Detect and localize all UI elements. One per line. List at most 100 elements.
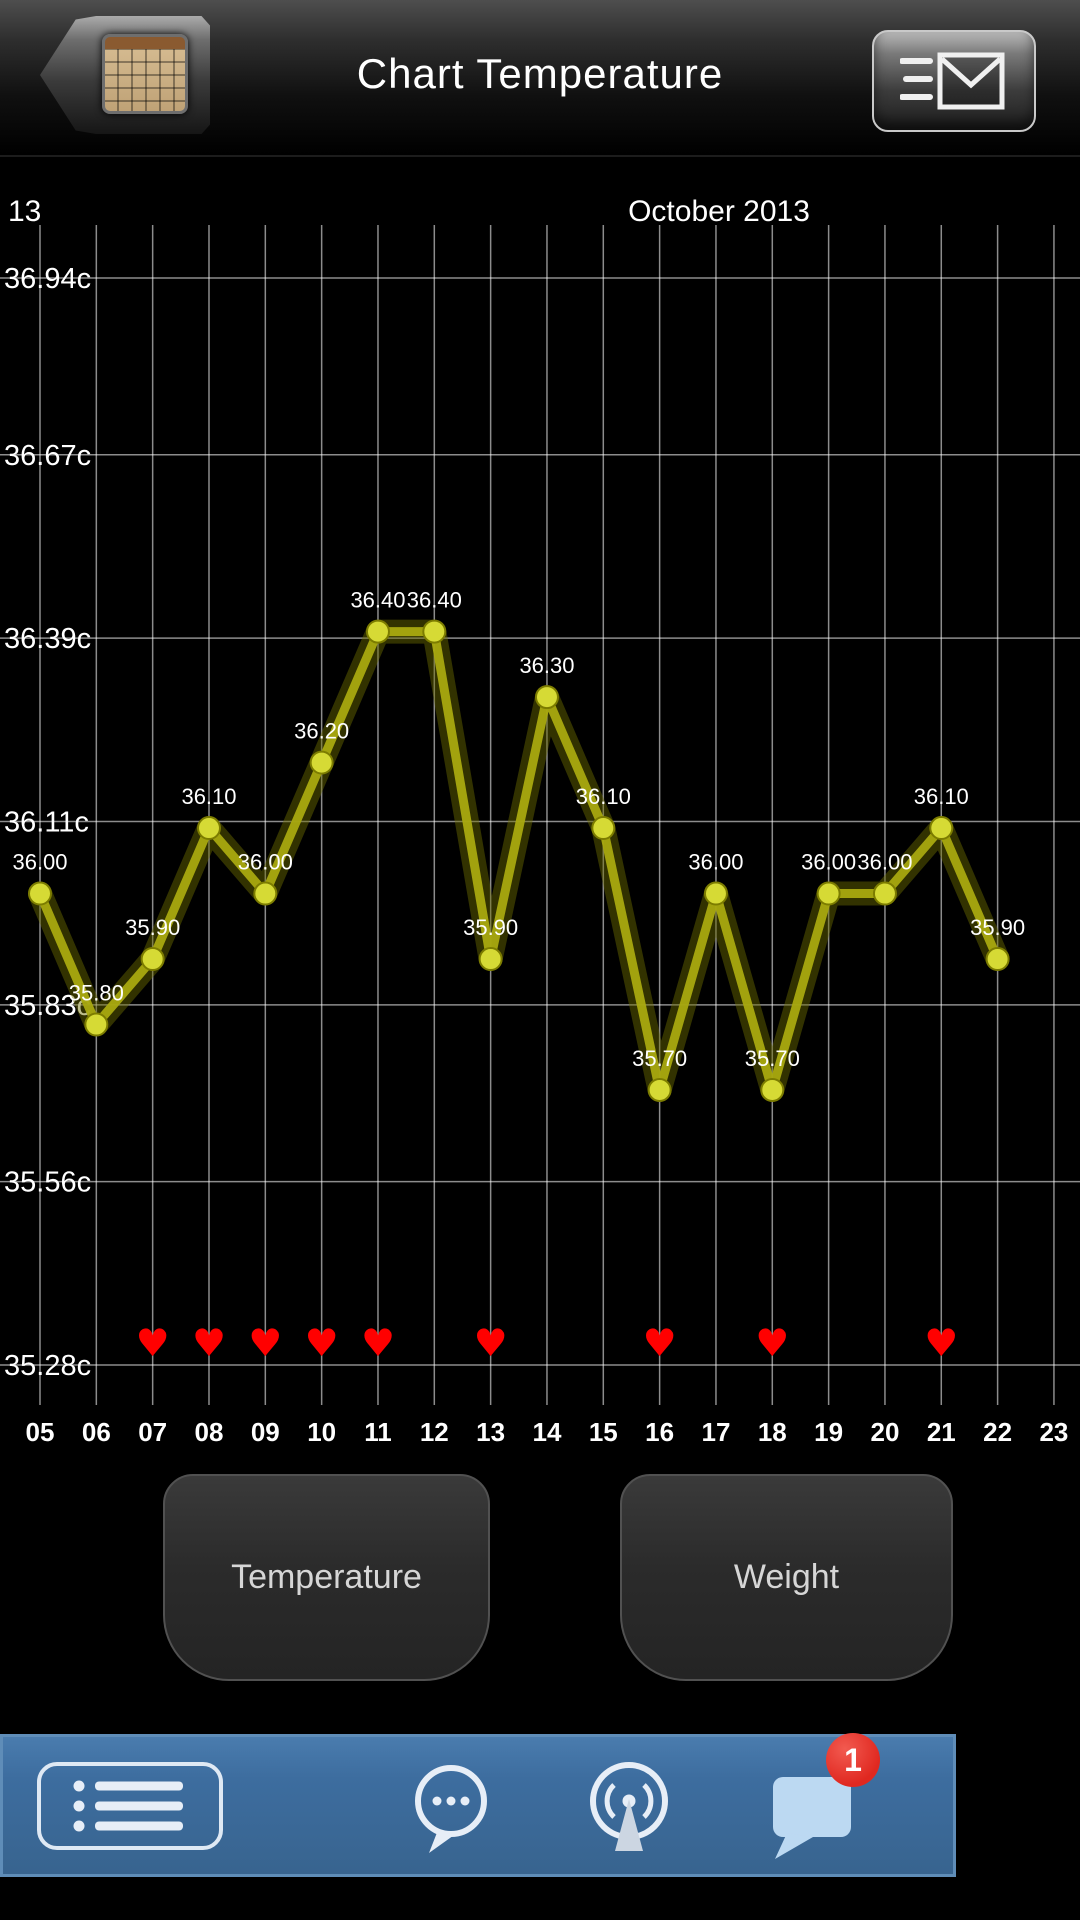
messages-button[interactable]: 1	[745, 1733, 880, 1873]
svg-text:♥: ♥	[136, 1321, 170, 1365]
chart-point	[816, 881, 841, 906]
chart-heart-markers: ♥ ♥ ♥ ♥ ♥ ♥ ♥ ♥ ♥	[136, 1321, 959, 1365]
chart-y-tick-labels: 36.94c 36.67c 36.39c 36.11c 35.83c 35.56c 35.2…	[4, 263, 91, 1382]
svg-text:20: 20	[870, 1417, 899, 1447]
svg-text:♥: ♥	[248, 1321, 282, 1365]
chart-point	[478, 947, 503, 972]
send-mail-button[interactable]	[872, 30, 1036, 132]
chart-point-label: 36.10	[181, 784, 236, 809]
calendar-back-button[interactable]	[40, 16, 210, 134]
chart-point	[84, 1012, 109, 1037]
svg-text:05: 05	[26, 1417, 55, 1447]
chart-point-label: 36.10	[576, 784, 631, 809]
chart-point-label: 35.70	[745, 1046, 800, 1071]
chart-series-temperature: 36.00 35.80 35.90 36.10 36.00 36.20 36.40 36.40…	[12, 588, 1025, 1102]
chart-point-label: 35.80	[69, 980, 124, 1005]
svg-text:17: 17	[701, 1417, 730, 1447]
svg-text:36.39c: 36.39c	[4, 623, 91, 655]
chart-point	[28, 881, 52, 906]
chart-point-label: 36.00	[801, 850, 856, 875]
svg-text:19: 19	[814, 1417, 843, 1447]
chart-month-labels: 13 October 2013	[8, 195, 810, 228]
svg-text:13: 13	[8, 195, 41, 228]
chart-point	[253, 881, 278, 906]
chart-grid-lines	[0, 225, 1080, 1405]
chat-ellipsis-icon	[415, 1765, 487, 1853]
chart-point-label: 36.10	[914, 784, 969, 809]
messages-icon	[772, 1776, 851, 1859]
svg-text:♥: ♥	[643, 1321, 677, 1365]
bottom-toolbar: 1	[0, 1733, 956, 1877]
chart-point	[760, 1077, 785, 1102]
svg-text:♥: ♥	[192, 1321, 226, 1365]
svg-text:09: 09	[251, 1417, 280, 1447]
chart-point	[872, 881, 897, 906]
chart-point-label: 36.40	[407, 588, 462, 613]
svg-text:36.67c: 36.67c	[4, 440, 91, 472]
chart-point	[309, 750, 334, 775]
chart-point-label: 36.30	[519, 653, 574, 678]
svg-text:16: 16	[645, 1417, 674, 1447]
header: Chart Temperature	[0, 0, 1080, 157]
svg-text:35.83c: 35.83c	[4, 990, 91, 1022]
chart-point	[140, 947, 165, 972]
svg-text:08: 08	[195, 1417, 224, 1447]
calendar-icon	[102, 34, 188, 114]
chart-point-label: 35.90	[125, 915, 180, 940]
chat-ellipsis-button[interactable]	[407, 1759, 495, 1855]
chart-point-label: 36.40	[350, 588, 405, 613]
chart-point-label: 36.00	[12, 850, 67, 875]
svg-text:35.56c: 35.56c	[4, 1167, 91, 1199]
svg-text:07: 07	[138, 1417, 167, 1447]
chart-point	[985, 947, 1010, 972]
list-icon	[73, 1780, 183, 1832]
temperature-chart[interactable]: 13 October 2013 36.94c 36.67c 36.39c 36.11c 35…	[0, 157, 1080, 1460]
chart-point-label: 36.00	[238, 850, 293, 875]
chart-point-label: 36.20	[294, 719, 349, 744]
chart-point-label: 36.00	[688, 850, 743, 875]
svg-text:♥: ♥	[305, 1321, 339, 1365]
svg-text:15: 15	[589, 1417, 618, 1447]
svg-text:♥: ♥	[755, 1321, 789, 1365]
send-mail-icon	[900, 52, 1005, 110]
svg-text:23: 23	[1039, 1417, 1068, 1447]
chart-point	[703, 881, 728, 906]
svg-text:♥: ♥	[474, 1321, 508, 1365]
chart-point	[422, 619, 447, 644]
list-view-button[interactable]	[37, 1762, 223, 1850]
svg-text:12: 12	[420, 1417, 449, 1447]
page-title: Chart Temperature	[356, 50, 724, 97]
chart-point-label: 35.90	[970, 915, 1025, 940]
unread-badge: 1	[826, 1733, 880, 1787]
chart-point	[196, 816, 221, 841]
svg-text:21: 21	[927, 1417, 956, 1447]
chart-point-label: 36.00	[857, 850, 912, 875]
svg-text:22: 22	[983, 1417, 1012, 1447]
chart-point-label: 35.70	[632, 1046, 687, 1071]
chart-point	[647, 1077, 672, 1102]
svg-text:36.94c: 36.94c	[4, 263, 91, 295]
svg-text:10: 10	[307, 1417, 336, 1447]
svg-text:♥: ♥	[924, 1321, 958, 1365]
svg-text:11: 11	[364, 1417, 392, 1447]
svg-text:35.28c: 35.28c	[4, 1350, 91, 1382]
svg-text:06: 06	[82, 1417, 111, 1447]
broadcast-button[interactable]	[583, 1757, 675, 1857]
tab-temperature[interactable]: Temperature	[163, 1474, 490, 1681]
tab-weight[interactable]: Weight	[620, 1474, 953, 1681]
chart-point	[365, 619, 390, 644]
svg-text:October 2013: October 2013	[628, 195, 810, 228]
svg-text:36.11c: 36.11c	[4, 807, 89, 839]
svg-text:14: 14	[533, 1417, 562, 1447]
svg-text:♥: ♥	[361, 1321, 395, 1365]
chart-point	[534, 685, 559, 710]
broadcast-icon	[590, 1762, 668, 1851]
chart-point	[591, 816, 616, 841]
chart-x-tick-labels: 05 06 07 08 09 10 11 12 13 14 15 16 17 18 19 20 21 22 23	[26, 1417, 1069, 1447]
chart-canvas: 13 October 2013 36.94c 36.67c 36.39c 36.11c 35…	[0, 195, 1080, 1447]
chart-point-label: 35.90	[463, 915, 518, 940]
svg-text:13: 13	[476, 1417, 505, 1447]
svg-text:18: 18	[758, 1417, 787, 1447]
chart-point	[929, 816, 954, 841]
